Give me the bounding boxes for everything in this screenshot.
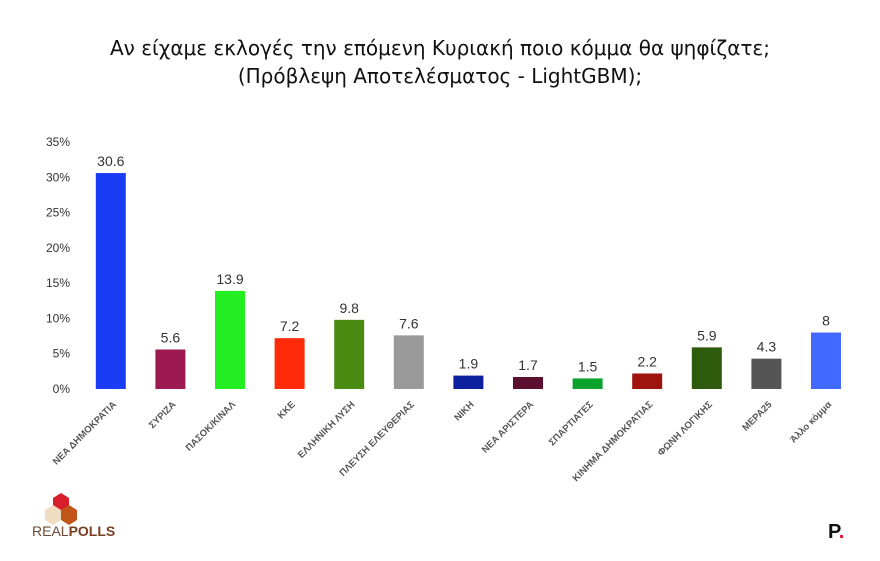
y-tick-label: 10% <box>46 311 70 325</box>
data-label: 1.5 <box>578 358 598 374</box>
x-tick-label: ΕΛΛΗΝΙΚΗ ΛΥΣΗ <box>296 399 357 460</box>
y-tick-label: 35% <box>46 135 70 149</box>
x-tick-label: ΚΚΕ <box>276 399 298 421</box>
bar <box>393 335 424 389</box>
data-label: 30.6 <box>97 153 124 169</box>
data-label: 1.9 <box>459 356 479 372</box>
data-label: 7.2 <box>280 318 300 334</box>
data-label: 1.7 <box>518 357 538 373</box>
data-label: 4.3 <box>757 339 777 355</box>
bar <box>513 377 543 389</box>
data-label: 7.6 <box>399 315 419 331</box>
x-tick-label: ΣΠΑΡΤΙΑΤΕΣ <box>547 399 596 448</box>
data-label: 9.8 <box>339 300 359 316</box>
y-tick-label: 30% <box>46 170 70 184</box>
y-tick-label: 0% <box>53 382 71 396</box>
bar <box>334 319 365 389</box>
y-tick-label: 20% <box>46 241 70 255</box>
bar <box>691 347 722 389</box>
bar <box>453 375 484 389</box>
data-label: 13.9 <box>216 271 243 287</box>
data-label: 5.6 <box>161 329 181 345</box>
bar <box>95 173 126 389</box>
bar <box>751 358 782 389</box>
x-tick-label: ΠΑΣΟΚ/ΚΙΝΑΛ <box>184 399 239 454</box>
x-tick-label: ΣΥΡΙΖΑ <box>147 399 179 431</box>
bar <box>632 373 663 389</box>
y-tick-label: 25% <box>46 206 70 220</box>
bar <box>572 378 603 389</box>
x-tick-label: ΝΕΑ ΔΗΜΟΚΡΑΤΙΑ <box>51 399 119 467</box>
p-logo: P. <box>828 521 845 543</box>
realpolls-logo-icon <box>45 493 77 525</box>
data-label: 5.9 <box>697 327 717 343</box>
bar <box>215 290 245 389</box>
y-tick-label: 15% <box>46 276 70 290</box>
bar <box>155 349 186 389</box>
x-tick-label: ΝΙΚΗ <box>452 399 476 423</box>
chart-title-line1: Αν είχαμε εκλογές την επόμενη Κυριακή πο… <box>110 36 770 60</box>
x-tick-label: ΦΩΝΗ ΛΟΓΙΚΗΣ <box>656 399 715 458</box>
chart-title-line2: (Πρόβλεψη Αποτελέσματος - LightGBM); <box>237 64 643 88</box>
y-tick-label: 5% <box>53 347 71 361</box>
bar <box>274 338 305 389</box>
data-label: 2.2 <box>637 353 657 369</box>
realpolls-logo-text: REALPOLLS <box>32 523 116 539</box>
x-tick-label: Άλλο κόμμα <box>788 399 834 445</box>
x-tick-label: ΝΕΑ ΑΡΙΣΤΕΡΑ <box>480 399 536 455</box>
data-label: 8 <box>822 313 830 329</box>
x-tick-label: ΜΕΡΑ25 <box>740 399 775 434</box>
bar <box>811 332 841 389</box>
